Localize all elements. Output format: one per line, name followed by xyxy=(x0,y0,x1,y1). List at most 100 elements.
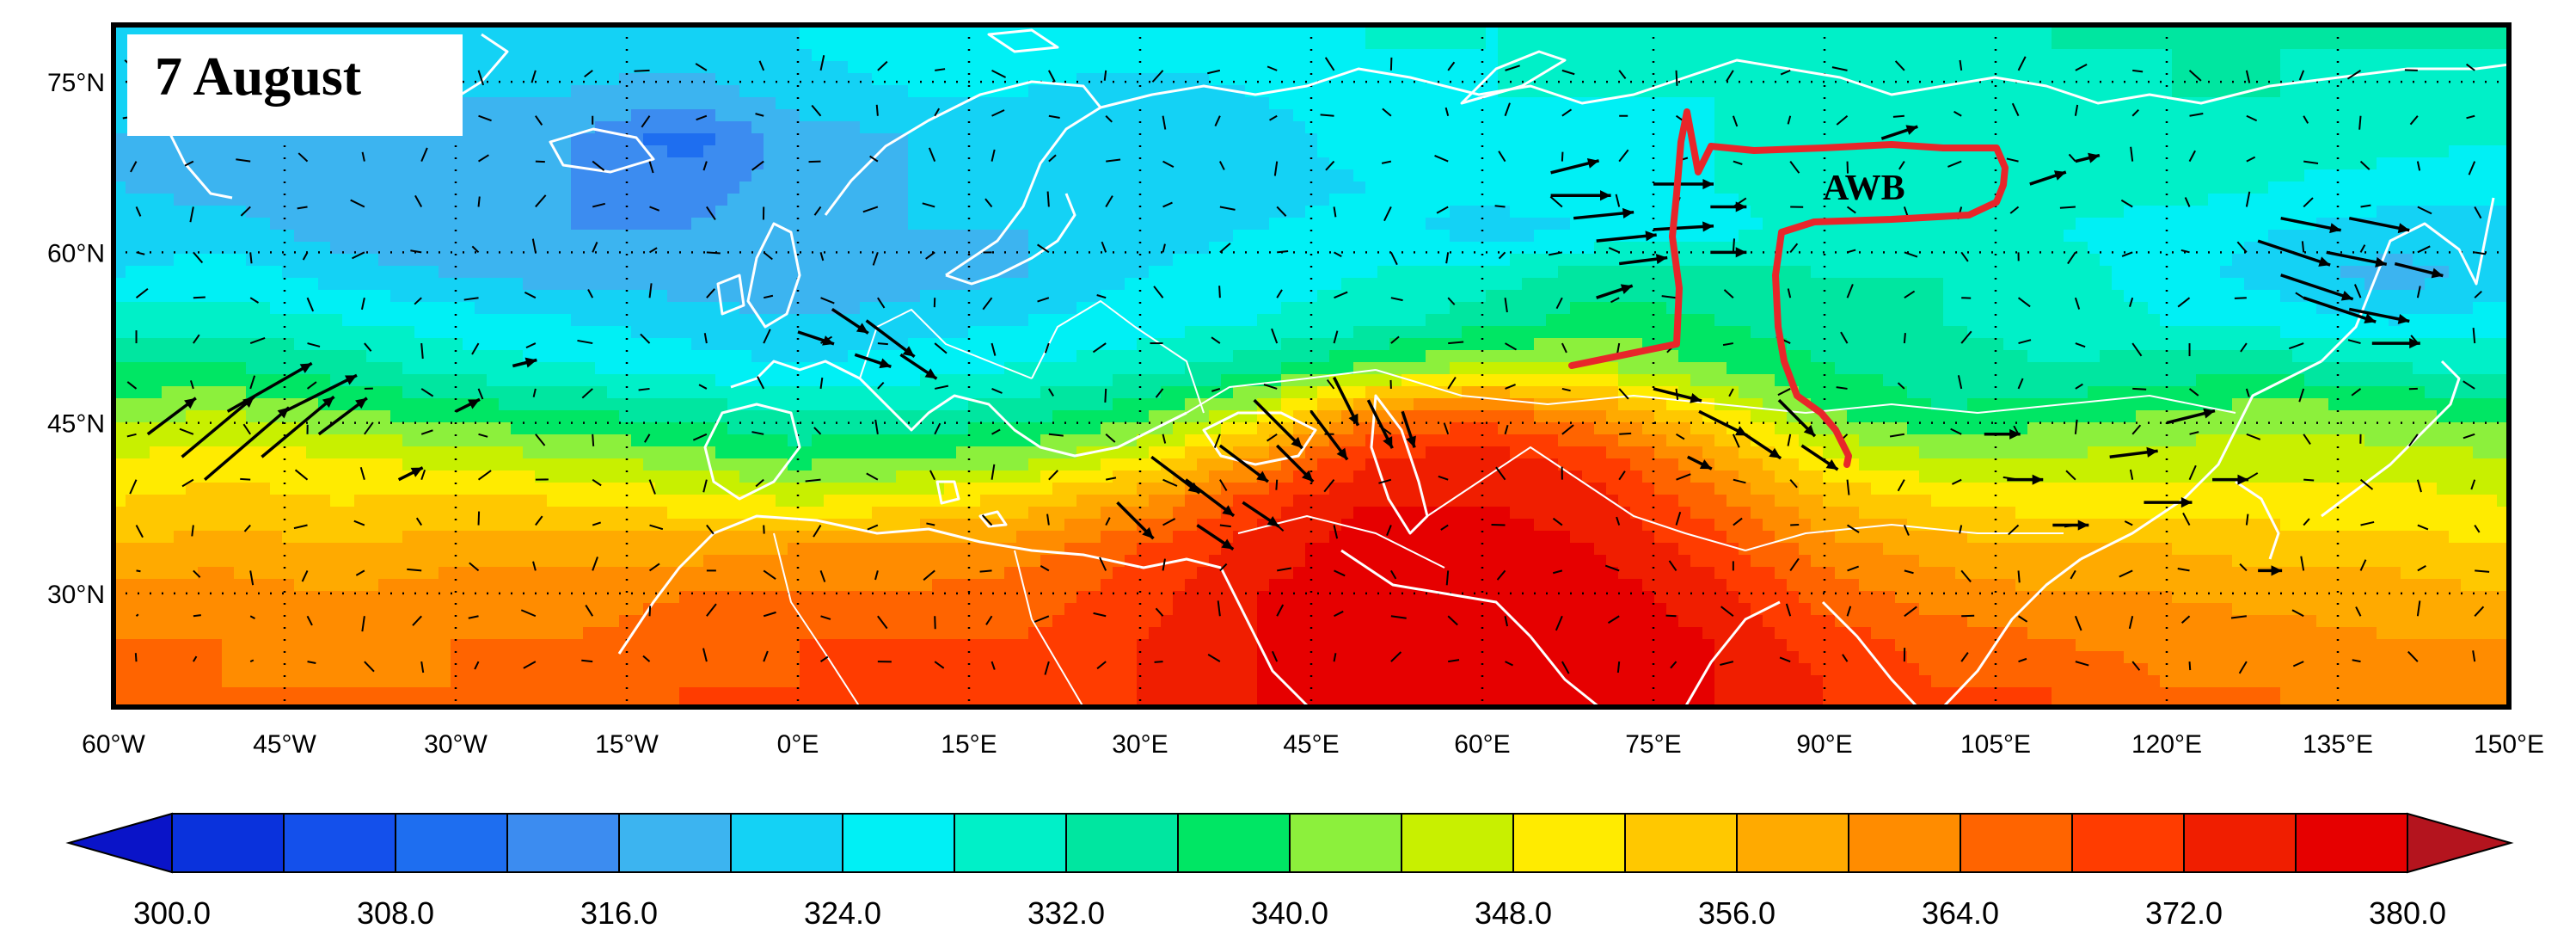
field-cell xyxy=(1281,254,1294,267)
field-cell xyxy=(1835,169,1848,182)
field-cell xyxy=(583,194,596,206)
field-cell xyxy=(1943,194,1956,206)
field-cell xyxy=(1052,290,1065,303)
field-cell xyxy=(282,218,295,231)
field-cell xyxy=(956,61,969,74)
field-cell xyxy=(1269,266,1282,279)
field-cell xyxy=(402,218,415,231)
field-cell xyxy=(1642,157,1655,170)
field-cell xyxy=(812,97,825,110)
field-cell xyxy=(1365,194,1378,206)
field-cell xyxy=(2473,218,2486,231)
field-cell xyxy=(414,290,427,303)
field-cell xyxy=(451,290,463,303)
field-cell xyxy=(1245,97,1258,110)
field-cell xyxy=(126,314,138,327)
field-cell xyxy=(751,181,764,194)
field-cell xyxy=(2136,97,2149,110)
field-cell xyxy=(1377,121,1390,134)
field-cell xyxy=(2401,73,2413,86)
field-cell xyxy=(848,157,861,170)
field-cell xyxy=(1678,194,1691,206)
field-cell xyxy=(198,290,211,303)
field-cell xyxy=(523,85,536,98)
field-cell xyxy=(872,230,885,243)
field-cell xyxy=(2292,194,2305,206)
field-cell xyxy=(2076,73,2088,86)
field-cell xyxy=(511,121,524,134)
field-cell xyxy=(1835,302,1848,315)
field-cell xyxy=(439,133,451,146)
field-cell xyxy=(1967,314,1980,327)
field-cell xyxy=(860,145,873,158)
field-cell xyxy=(1594,169,1607,182)
field-cell xyxy=(2437,169,2450,182)
field-cell xyxy=(1859,254,1872,267)
field-cell xyxy=(583,145,596,158)
field-cell xyxy=(2268,109,2281,122)
field-cell xyxy=(1341,169,1354,182)
field-cell xyxy=(2052,37,2064,50)
field-cell xyxy=(1979,181,1992,194)
field-cell xyxy=(1269,194,1282,206)
field-cell xyxy=(511,278,524,291)
field-cell xyxy=(2256,109,2269,122)
field-cell xyxy=(2497,49,2509,62)
field-cell xyxy=(2015,242,2028,255)
field-cell xyxy=(2449,206,2462,218)
field-cell xyxy=(1414,85,1426,98)
field-cell xyxy=(655,230,668,243)
field-cell xyxy=(2088,230,2101,243)
field-cell xyxy=(354,218,367,231)
field-cell xyxy=(535,266,548,279)
field-cell xyxy=(992,254,1005,267)
field-cell xyxy=(908,25,921,38)
field-cell xyxy=(1137,25,1150,38)
field-cell xyxy=(1281,145,1294,158)
field-cell xyxy=(1257,242,1270,255)
field-cell xyxy=(2437,25,2450,38)
field-cell xyxy=(2112,133,2125,146)
field-cell xyxy=(246,206,259,218)
field-cell xyxy=(2076,85,2088,98)
field-cell xyxy=(2052,230,2064,243)
field-cell xyxy=(1076,37,1089,50)
field-cell xyxy=(2340,97,2353,110)
field-cell xyxy=(2220,25,2233,38)
field-cell xyxy=(2292,181,2305,194)
field-cell xyxy=(2172,37,2185,50)
field-cell xyxy=(800,314,813,327)
field-cell xyxy=(1690,278,1703,291)
field-cell xyxy=(2184,278,2197,291)
field-cell xyxy=(234,218,247,231)
field-cell xyxy=(1101,206,1113,218)
field-cell xyxy=(1269,121,1282,134)
field-cell xyxy=(2473,85,2486,98)
field-cell xyxy=(1594,278,1607,291)
field-cell xyxy=(282,266,295,279)
field-cell xyxy=(1317,218,1330,231)
field-cell xyxy=(583,25,596,38)
field-cell xyxy=(138,326,150,339)
field-cell xyxy=(896,242,909,255)
field-cell xyxy=(872,25,885,38)
field-cell xyxy=(896,37,909,50)
field-cell xyxy=(1606,302,1619,315)
field-cell xyxy=(1209,242,1222,255)
field-cell xyxy=(1558,73,1571,86)
field-cell xyxy=(2401,109,2413,122)
field-cell xyxy=(2280,254,2293,267)
field-cell xyxy=(222,181,235,194)
field-cell xyxy=(1847,49,1860,62)
field-cell xyxy=(2364,133,2377,146)
field-cell xyxy=(836,49,849,62)
field-cell xyxy=(1931,37,1944,50)
field-cell xyxy=(2208,194,2221,206)
field-cell xyxy=(2148,218,2161,231)
field-cell xyxy=(210,278,223,291)
field-cell xyxy=(1919,314,1932,327)
field-cell xyxy=(932,49,945,62)
field-cell xyxy=(1245,278,1258,291)
field-cell xyxy=(872,218,885,231)
field-cell xyxy=(306,194,319,206)
